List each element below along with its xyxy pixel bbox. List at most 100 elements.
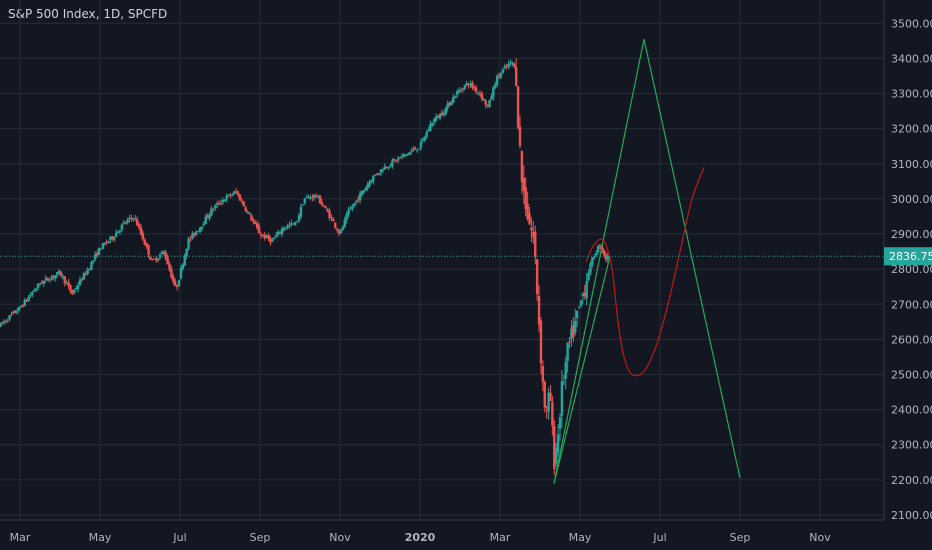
candle-body <box>252 220 255 222</box>
candle-body <box>404 154 407 156</box>
candle-body <box>579 300 583 306</box>
candle-body <box>326 209 329 212</box>
candle-body <box>364 187 367 191</box>
candle-body <box>0 323 2 327</box>
candle-body <box>594 253 598 256</box>
candle-body <box>194 231 198 235</box>
candle-body <box>465 82 468 86</box>
y-tick-label: 2500.00 <box>891 368 932 381</box>
candle-body <box>551 401 554 426</box>
candle-body <box>343 219 346 227</box>
candle-body <box>539 320 543 364</box>
candle-body <box>233 191 236 194</box>
x-tick-label: May <box>89 531 112 544</box>
candle-body <box>410 150 413 152</box>
candle-body <box>566 343 569 362</box>
candle-body <box>92 260 95 262</box>
candle-body <box>598 245 602 247</box>
candle-body <box>461 88 465 90</box>
candle-body <box>162 251 166 254</box>
candle-body <box>549 392 552 402</box>
candle-body <box>179 268 183 279</box>
candle-body <box>286 225 289 228</box>
candle-body <box>318 195 322 204</box>
candle-body <box>4 320 7 322</box>
candle-body <box>495 75 499 85</box>
candle-body <box>484 100 487 105</box>
candle-body <box>12 311 15 314</box>
candle-body <box>463 85 466 89</box>
drawings <box>553 38 741 484</box>
candle-body <box>59 271 63 276</box>
candle-body <box>474 88 478 92</box>
x-tick-label: Nov <box>329 531 351 544</box>
candle-body <box>492 87 495 98</box>
x-tick-label: 2020 <box>405 531 436 544</box>
candle-body <box>450 102 453 106</box>
candle-body <box>560 381 564 416</box>
candle-body <box>86 269 89 275</box>
candle-body <box>440 112 444 116</box>
candle-body <box>446 103 449 109</box>
candle-body <box>499 72 503 78</box>
candle-body <box>497 75 501 77</box>
candle-body <box>8 315 11 320</box>
candle-body <box>412 148 415 151</box>
candle-body <box>345 214 348 221</box>
trend-line-drawing[interactable] <box>553 255 611 484</box>
candle-body <box>394 160 398 162</box>
candle-body <box>145 243 148 247</box>
candle-body <box>94 254 97 260</box>
candle-body <box>596 246 600 253</box>
candle-body <box>254 221 257 224</box>
candle-body <box>271 239 274 242</box>
candle-body <box>383 166 386 170</box>
candle-body <box>122 222 126 224</box>
candle-body <box>356 199 360 201</box>
candle-body <box>88 268 91 270</box>
candle-body <box>280 229 284 235</box>
candle-body <box>368 181 371 186</box>
candle-body <box>153 258 156 260</box>
candle-body <box>135 219 139 226</box>
candle-body <box>63 276 66 284</box>
candle-body <box>101 243 105 249</box>
candle-body <box>276 231 280 235</box>
candle-body <box>172 276 175 282</box>
candle-body <box>558 417 562 429</box>
candle-body <box>511 62 514 64</box>
candle-body <box>14 310 17 313</box>
candle-body <box>214 205 217 209</box>
candle-body <box>419 141 423 148</box>
candle-body <box>244 207 247 212</box>
candle-body <box>27 297 30 302</box>
candle-body <box>421 139 425 141</box>
candle-body <box>494 84 497 88</box>
candle-body <box>46 277 49 281</box>
candle-body <box>389 165 392 167</box>
candle-body <box>139 227 143 234</box>
candle-body <box>288 224 291 226</box>
candle-body <box>478 93 482 95</box>
candle-body <box>137 224 141 228</box>
candle-body <box>33 290 36 292</box>
candle-body <box>366 184 369 189</box>
candle-body <box>303 198 306 204</box>
current-price-badge <box>884 247 932 266</box>
candle-body <box>134 218 137 220</box>
candle-body <box>149 256 152 260</box>
projection-curve-drawing[interactable] <box>585 167 705 377</box>
candle-body <box>255 223 259 228</box>
candle-body <box>294 222 297 226</box>
candle-body <box>381 170 385 172</box>
candle-body <box>482 99 486 101</box>
candle-body <box>589 263 592 273</box>
candle-body <box>10 314 13 316</box>
candle-body <box>242 201 246 207</box>
candle-body <box>212 208 215 210</box>
candle-body <box>425 132 428 138</box>
candle-body <box>454 96 457 99</box>
candle-body <box>431 122 434 126</box>
trend-line-drawing[interactable] <box>553 38 741 484</box>
